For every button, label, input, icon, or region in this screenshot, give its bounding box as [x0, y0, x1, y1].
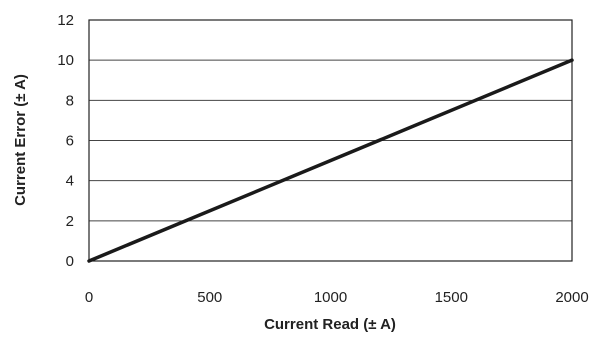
grid-lines	[89, 59, 572, 222]
y-tick-label: 4	[66, 173, 74, 190]
plot-area-frame	[88, 19, 573, 262]
series-line-0	[87, 58, 574, 263]
y-tick-label: 8	[66, 92, 74, 109]
x-tick-label: 2000	[555, 289, 588, 306]
x-tick-label: 500	[197, 289, 222, 306]
x-tick-labels: 0 500 1000 1500 2000	[85, 289, 589, 306]
y-tick-label: 6	[66, 133, 74, 150]
y-tick-label: 2	[66, 213, 74, 230]
series-layer	[87, 58, 574, 263]
y-tick-label: 10	[57, 52, 74, 69]
x-tick-label: 1500	[435, 289, 468, 306]
y-axis-title: Current Error (± A)	[12, 74, 29, 206]
y-tick-labels: 0 2 4 6 8 10 12	[57, 12, 74, 270]
x-tick-label: 0	[85, 289, 93, 306]
y-tick-label: 0	[66, 253, 74, 270]
x-axis-title: Current Read (± A)	[264, 316, 396, 333]
x-tick-label: 1000	[314, 289, 347, 306]
y-tick-label: 12	[57, 12, 74, 29]
